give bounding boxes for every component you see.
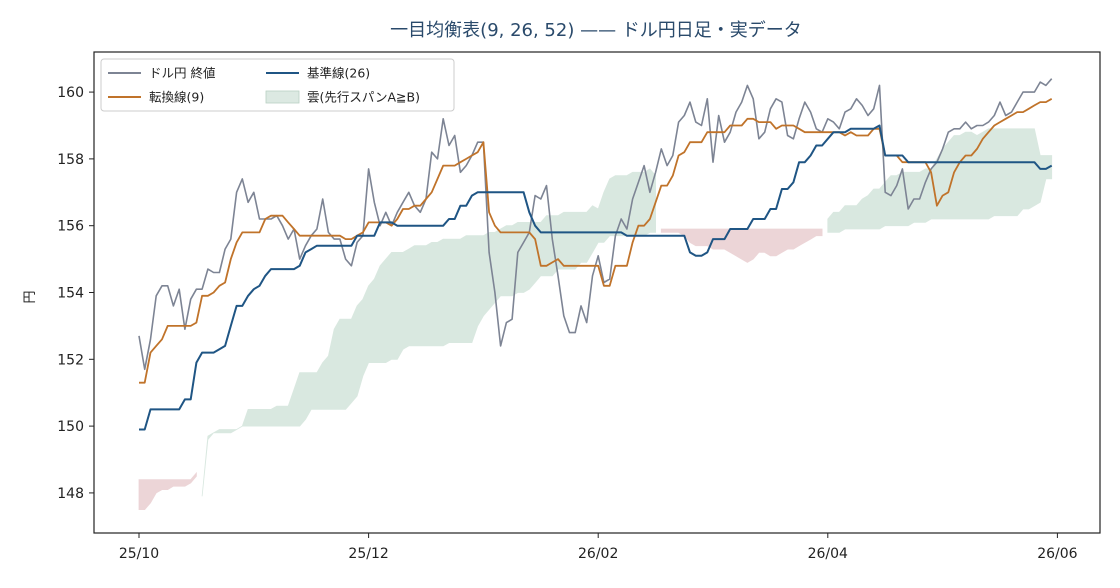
legend-cloud-swatch <box>265 90 300 104</box>
y-tick-label: 152 <box>57 352 84 368</box>
y-tick-label: 156 <box>57 219 84 235</box>
x-tick-label: 26/02 <box>578 546 618 562</box>
y-tick-label: 160 <box>57 85 84 101</box>
x-tick-label: 25/10 <box>119 546 159 562</box>
y-tick-label: 150 <box>57 419 84 435</box>
series-base-line <box>139 124 1053 431</box>
x-tick-label: 26/06 <box>1037 546 1077 562</box>
y-axis-label: 円 <box>23 290 38 303</box>
legend-label: ドル円 終値 <box>149 66 215 81</box>
ichimoku-cloud-layer <box>138 128 1053 511</box>
x-tick-label: 26/04 <box>808 546 848 562</box>
legend-label: 雲(先行スパンA≧B) <box>307 90 420 105</box>
legend-label: 基準線(26) <box>307 66 370 81</box>
cloud-bearish-2 <box>660 228 823 263</box>
x-tick-label: 25/12 <box>348 546 388 562</box>
cloud-bullish-3 <box>827 128 1053 233</box>
cloud-bearish-0 <box>138 471 197 511</box>
legend-label: 転換線(9) <box>149 90 204 105</box>
series-layer <box>138 78 1053 431</box>
y-tick-label: 158 <box>57 152 84 168</box>
axes-layer: 148 150 152 154 156 158 160 25/10 25/12 26/02 26/0… <box>57 51 1101 562</box>
series-conversion-line <box>139 98 1053 384</box>
legend-box <box>100 58 455 112</box>
chart-title: 一目均衡表(9, 26, 52) —— ドル円日足・実データ <box>390 20 802 41</box>
y-tick-label: 154 <box>57 286 84 302</box>
y-tick-label: 148 <box>57 486 84 502</box>
